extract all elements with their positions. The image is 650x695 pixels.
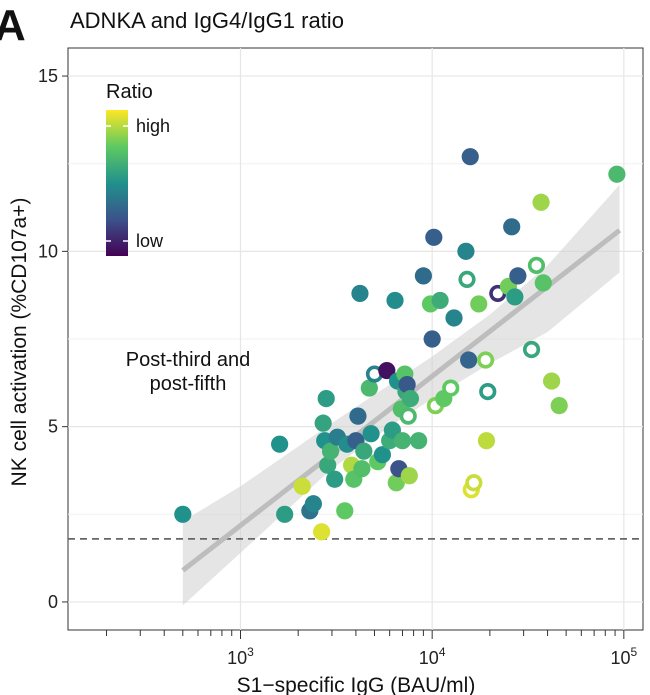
data-point (276, 505, 294, 523)
annotation-line: Post-third and (126, 349, 251, 371)
data-point (293, 477, 311, 495)
data-point (271, 435, 289, 453)
data-point (304, 495, 322, 513)
data-point (393, 432, 412, 450)
data-point (355, 442, 373, 460)
x-tick-label: 104 (419, 645, 446, 668)
data-point (349, 407, 367, 425)
x-tick-exponent: 4 (439, 645, 446, 659)
y-tick-label: 15 (38, 66, 58, 86)
data-point (336, 502, 354, 520)
data-point (410, 432, 428, 450)
data-point (351, 284, 369, 303)
x-axis-label: S1−specific IgG (BAU/ml) (237, 674, 476, 695)
chart-title: ADNKA and IgG4/IgG1 ratio (70, 8, 344, 33)
data-point-hollow (479, 382, 497, 401)
data-point (477, 432, 496, 450)
data-point-hollow (465, 474, 483, 492)
data-point (362, 425, 380, 443)
y-tick-label: 10 (38, 241, 58, 261)
x-tick-label: 105 (610, 645, 637, 668)
y-axis-label: NK cell activation (%CD107a+) (8, 198, 31, 487)
data-point (400, 467, 418, 485)
data-point (398, 375, 416, 394)
panel-letter: A (0, 1, 26, 50)
data-point (317, 390, 335, 408)
data-point (378, 361, 396, 380)
data-point (425, 228, 443, 246)
x-tick-base: 10 (227, 648, 247, 668)
annotation: Post-third and post-fifth (126, 349, 251, 395)
annotation-line: post-fifth (150, 373, 227, 395)
data-point (532, 193, 550, 211)
data-point-hollow (458, 270, 476, 288)
y-tick-label: 5 (48, 417, 58, 437)
data-point (314, 414, 332, 432)
x-tick-label: 103 (227, 645, 254, 668)
x-tick-exponent: 5 (631, 645, 638, 659)
legend-colorbar (106, 110, 128, 256)
data-point (319, 456, 337, 474)
legend: Ratio high low (106, 81, 170, 256)
data-point (461, 148, 479, 166)
data-point (431, 291, 449, 310)
data-point (387, 474, 405, 492)
data-point (373, 446, 392, 464)
data-point (445, 309, 463, 327)
data-point (534, 274, 552, 292)
data-point (470, 295, 488, 313)
data-point (360, 379, 378, 397)
data-point (503, 218, 521, 236)
data-point (326, 470, 344, 488)
data-point (353, 460, 371, 478)
legend-high-label: high (136, 116, 170, 136)
data-point (401, 390, 420, 408)
data-point (543, 372, 561, 390)
legend-title: Ratio (106, 81, 153, 103)
data-point (313, 523, 331, 541)
data-point (423, 330, 441, 348)
y-tick-label: 0 (48, 592, 58, 612)
data-points (174, 148, 626, 541)
x-tick-base: 10 (610, 648, 630, 668)
data-point (608, 165, 626, 183)
x-tick-exponent: 3 (247, 645, 254, 659)
legend-low-label: low (136, 231, 164, 251)
data-point (509, 267, 527, 285)
data-point (321, 442, 340, 460)
data-point (457, 242, 475, 260)
x-tick-base: 10 (419, 648, 439, 668)
data-point-hollow (442, 379, 460, 397)
data-point-hollow (527, 256, 546, 274)
data-point-hollow (399, 407, 417, 425)
data-point (550, 397, 568, 415)
data-point-hollow (476, 351, 495, 369)
data-point (386, 291, 404, 310)
data-point-hollow (522, 340, 541, 359)
data-point (414, 267, 432, 285)
data-point (460, 351, 478, 369)
data-point (506, 288, 524, 306)
data-point (174, 505, 192, 523)
